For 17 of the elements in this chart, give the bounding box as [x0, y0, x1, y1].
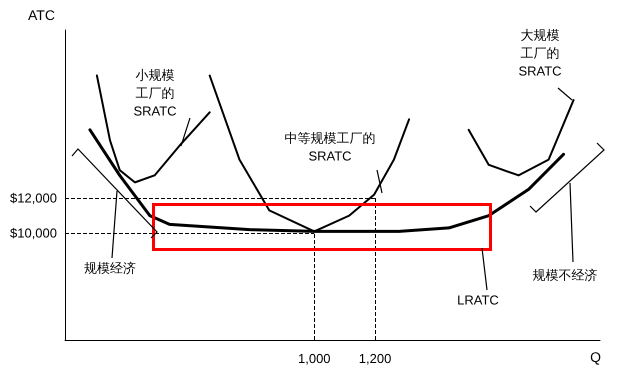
- y-tick-label: $10,000: [10, 226, 57, 241]
- annotation: 规模不经济: [532, 268, 598, 282]
- annotation: 中等规模工厂的: [284, 130, 376, 146]
- annotation: 大规模: [520, 28, 560, 42]
- annotation: SRATC: [518, 64, 562, 78]
- annotation: LRATC: [457, 292, 499, 308]
- y-tick-label: $12,000: [10, 190, 57, 206]
- x-tick-label: 1,200: [358, 351, 392, 366]
- annotation: 工厂的: [136, 86, 174, 100]
- annotation: 规模经济: [84, 260, 136, 276]
- annotation: 工厂的: [520, 46, 560, 60]
- x-tick-label: 1,000: [298, 351, 331, 366]
- x-axis-title: Q: [590, 349, 602, 365]
- y-axis-title: ATC: [28, 7, 55, 23]
- annotation: SRATC: [133, 104, 177, 118]
- annotation: 小规模: [136, 68, 174, 82]
- annotation: SRATC: [308, 148, 352, 164]
